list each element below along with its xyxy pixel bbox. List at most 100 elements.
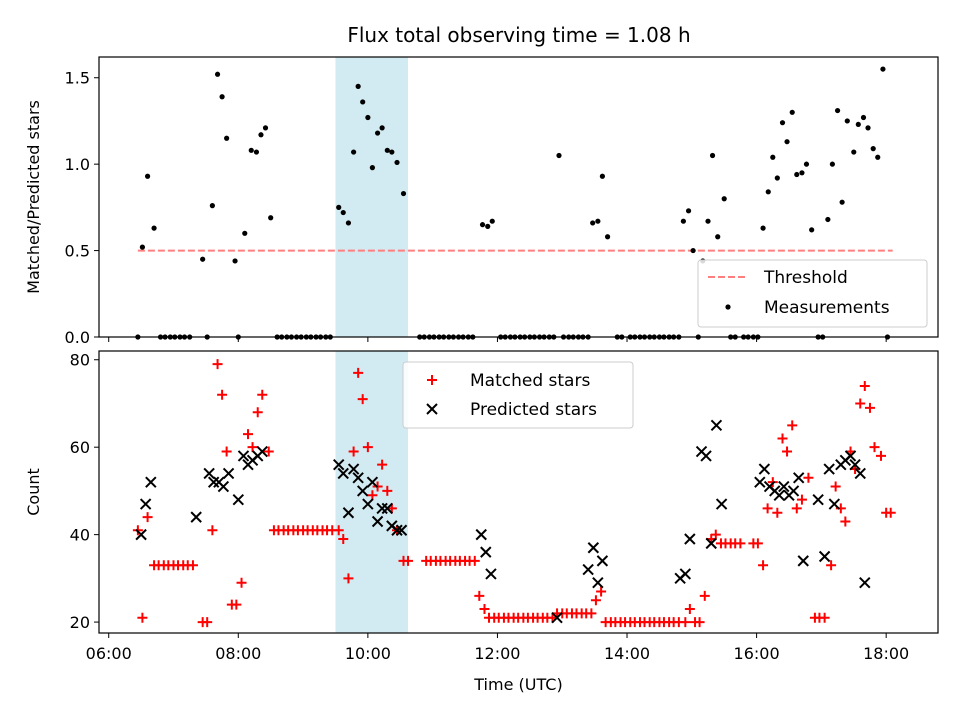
y-tick-label: 1.5	[65, 69, 90, 88]
matched-stars-point	[735, 538, 746, 549]
matched-stars-point	[348, 446, 359, 457]
measurements-point	[760, 225, 766, 231]
predicted-stars-point	[352, 472, 364, 484]
matched-stars-point	[855, 398, 866, 409]
measurements-point	[355, 83, 361, 89]
predicted-stars-point	[582, 563, 594, 576]
measurements-point	[685, 208, 692, 214]
legend-predicted-swatch	[426, 403, 438, 415]
predicted-stars-point	[475, 528, 487, 541]
measurements-point	[345, 220, 352, 226]
predicted-stars-point	[391, 524, 403, 536]
measurements-point	[248, 147, 254, 153]
predicted-stars-point	[203, 467, 215, 480]
matched-stars-point	[680, 617, 691, 628]
matched-stars-point	[353, 367, 364, 378]
predicted-stars-point	[787, 485, 800, 497]
measurements-point	[604, 234, 611, 240]
measurements-point	[803, 161, 810, 167]
x-tick-label: 18:00	[863, 644, 909, 663]
matched-stars-point	[869, 442, 880, 453]
y-tick-label: 0.0	[65, 328, 90, 347]
matched-stars-point	[187, 560, 198, 571]
matched-stars-point	[343, 573, 354, 584]
predicted-stars-point	[362, 498, 374, 510]
panel-counts: 20 40 60 80 06:00 08:00 10:00 12:00 14:00 16:00 18…	[24, 350, 939, 694]
measurements-point	[365, 114, 371, 121]
measurements-point	[336, 204, 342, 210]
measurements-point	[794, 171, 800, 178]
matched-stars-point	[469, 555, 480, 566]
y-axis-label: Matched/Predicted stars	[24, 100, 43, 294]
predicted-stars-point	[337, 467, 349, 480]
highlight-band	[335, 57, 409, 337]
measurements-point	[144, 173, 151, 179]
matched-stars-point	[362, 442, 373, 453]
y-tick-label: 80	[70, 351, 90, 370]
predicted-stars-point	[792, 472, 805, 484]
predicted-stars-point	[592, 577, 604, 589]
measurements-point	[340, 209, 346, 216]
matched-stars-point	[782, 446, 793, 457]
x-axis-label: Time (UTC)	[473, 675, 562, 694]
matched-stars-point	[758, 560, 769, 571]
predicted-stars-point	[587, 542, 600, 554]
predicted-stars-point	[347, 463, 360, 475]
measurements-point	[825, 216, 831, 223]
matched-stars-point	[791, 503, 802, 514]
measurements-point	[209, 203, 215, 209]
measurements-point	[479, 222, 486, 228]
matched-stars-point	[859, 380, 870, 391]
predicted-stars-point	[849, 458, 861, 471]
y-tick-label: 0.5	[65, 242, 90, 261]
measurements-point	[242, 230, 248, 236]
measurements-point	[400, 190, 407, 197]
predicted-stars-point	[366, 476, 379, 488]
predicted-stars-point	[818, 550, 831, 563]
measurements-point	[384, 147, 390, 153]
y-axis-label: Count	[24, 468, 43, 516]
measurements-point	[232, 258, 238, 264]
matched-stars-point	[694, 617, 705, 628]
legend-label: Threshold	[763, 268, 848, 288]
matched-stars-point	[403, 555, 414, 566]
measurements-point	[880, 66, 886, 72]
matched-stars-point	[142, 512, 153, 523]
measurements-point	[379, 125, 385, 131]
predicted-stars-point	[812, 493, 824, 506]
matched-stars-point	[772, 507, 783, 518]
y-tick-label: 20	[70, 613, 90, 632]
matched-stars-point	[338, 534, 349, 544]
predicted-stars-point	[395, 524, 408, 536]
matched-stars-point	[202, 617, 213, 628]
measurements-point	[374, 130, 381, 136]
matched-stars-point	[221, 446, 232, 457]
x-tick-label: 08:00	[215, 644, 261, 663]
measurements-point	[715, 234, 721, 240]
measurements-point	[705, 218, 711, 224]
matched-stars-point	[864, 402, 875, 413]
matched-stars-point	[777, 433, 788, 444]
x-tick-label: 14:00	[604, 644, 650, 663]
legend-label: Measurements	[764, 298, 890, 318]
predicted-stars-point	[145, 476, 157, 488]
predicted-stars-point	[237, 450, 250, 462]
measurements-point	[599, 173, 606, 179]
matched-stars-point	[217, 389, 228, 400]
measurements-point	[151, 225, 157, 231]
measurements-point	[224, 135, 230, 141]
measurements-point	[690, 247, 696, 254]
legend-label: Predicted stars	[470, 400, 597, 420]
measurements-point	[834, 107, 841, 114]
measurements-point	[860, 114, 867, 121]
measurements-point	[774, 175, 780, 181]
matched-stars-point	[830, 481, 841, 492]
matched-stars-point	[247, 442, 258, 453]
y-tick-label: 60	[70, 438, 90, 457]
measurements-point	[360, 99, 366, 105]
measurements-point	[680, 218, 686, 224]
measurements-point	[709, 152, 716, 159]
measurements-point	[489, 218, 495, 224]
matched-stars-point	[236, 577, 247, 588]
